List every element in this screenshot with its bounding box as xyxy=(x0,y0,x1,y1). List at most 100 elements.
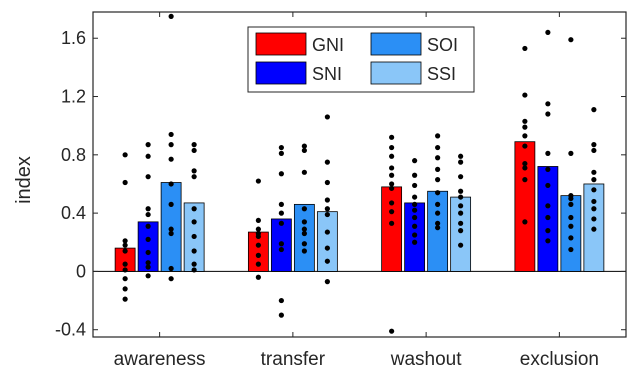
data-point xyxy=(591,216,597,222)
data-point xyxy=(255,178,261,184)
data-point xyxy=(278,297,284,304)
data-point xyxy=(301,219,307,225)
data-point xyxy=(522,92,528,98)
data-point xyxy=(568,235,574,241)
x-tick-label: awareness xyxy=(114,349,206,370)
data-point xyxy=(435,220,441,226)
data-point xyxy=(145,264,151,270)
y-tick-label: 0.8 xyxy=(61,145,86,165)
data-point xyxy=(435,210,441,216)
data-point xyxy=(324,179,330,186)
data-point xyxy=(545,228,551,234)
data-point xyxy=(191,261,197,267)
data-point xyxy=(545,101,551,107)
data-point xyxy=(122,286,128,292)
data-point xyxy=(389,134,395,140)
data-point xyxy=(122,276,128,282)
data-point xyxy=(389,153,395,159)
data-point xyxy=(191,219,197,225)
data-point xyxy=(301,147,307,154)
data-point xyxy=(568,223,574,229)
data-point xyxy=(458,210,464,216)
x-tick-label: washout xyxy=(390,349,462,370)
data-point xyxy=(389,165,395,171)
data-point xyxy=(412,239,418,245)
data-point xyxy=(522,165,528,171)
bar-gni xyxy=(381,186,403,272)
legend-label-sni: SNI xyxy=(312,64,342,84)
data-point xyxy=(278,150,284,156)
data-point xyxy=(458,194,464,200)
y-tick-label: 1.2 xyxy=(61,87,86,107)
axes-box xyxy=(92,11,627,338)
legend-label-gni: GNI xyxy=(312,35,344,55)
data-point xyxy=(255,233,261,240)
data-point xyxy=(278,201,284,207)
data-point xyxy=(168,181,174,187)
data-point xyxy=(122,296,128,302)
data-point xyxy=(545,166,551,172)
data-point xyxy=(568,214,574,221)
data-point xyxy=(324,206,330,212)
data-point xyxy=(389,220,395,226)
data-point xyxy=(301,248,307,254)
y-tick-label: 0.4 xyxy=(61,203,86,223)
data-point xyxy=(122,179,128,186)
data-point xyxy=(278,210,284,216)
data-point xyxy=(191,248,197,254)
data-point xyxy=(412,223,418,229)
data-point xyxy=(324,211,330,218)
data-point xyxy=(568,37,574,43)
data-point xyxy=(568,201,574,207)
data-point xyxy=(145,206,151,212)
data-point xyxy=(458,174,464,180)
data-point xyxy=(545,203,551,209)
data-point xyxy=(145,236,151,242)
data-point xyxy=(145,142,151,148)
data-point xyxy=(301,143,307,149)
x-tick-label: exclusion xyxy=(520,349,599,370)
data-point xyxy=(191,267,197,273)
data-point xyxy=(278,144,284,151)
data-point xyxy=(522,118,528,124)
data-point xyxy=(278,246,284,253)
bar-gni xyxy=(514,141,536,272)
data-point xyxy=(191,147,197,154)
data-point xyxy=(412,194,418,200)
data-point xyxy=(568,150,574,156)
data-point xyxy=(412,201,418,207)
data-point xyxy=(301,206,307,212)
legend-swatch-ssi xyxy=(370,61,422,85)
data-point xyxy=(122,238,128,244)
bar-soi xyxy=(293,203,315,272)
data-point xyxy=(435,190,441,196)
data-point xyxy=(412,214,418,221)
data-point xyxy=(591,142,597,148)
data-point xyxy=(324,245,330,251)
data-point xyxy=(458,188,464,194)
legend-label-ssi: SSI xyxy=(427,64,456,84)
data-point xyxy=(255,261,261,267)
data-point xyxy=(191,206,197,212)
data-point xyxy=(122,248,128,254)
data-point xyxy=(168,201,174,207)
data-point xyxy=(301,241,307,247)
data-point xyxy=(458,153,464,159)
data-point xyxy=(458,203,464,209)
data-point xyxy=(324,114,330,120)
data-point xyxy=(591,187,597,193)
data-point xyxy=(324,229,330,235)
y-tick-label: 1.6 xyxy=(61,28,86,48)
data-point xyxy=(255,274,261,280)
data-point xyxy=(435,225,441,231)
data-point xyxy=(545,182,551,189)
data-point xyxy=(168,276,174,282)
data-point xyxy=(168,142,174,148)
data-point xyxy=(522,143,528,149)
y-tick-label: 0 xyxy=(76,261,86,281)
data-point xyxy=(389,144,395,151)
data-point xyxy=(301,226,307,232)
data-point xyxy=(324,197,330,203)
data-point xyxy=(324,279,330,285)
